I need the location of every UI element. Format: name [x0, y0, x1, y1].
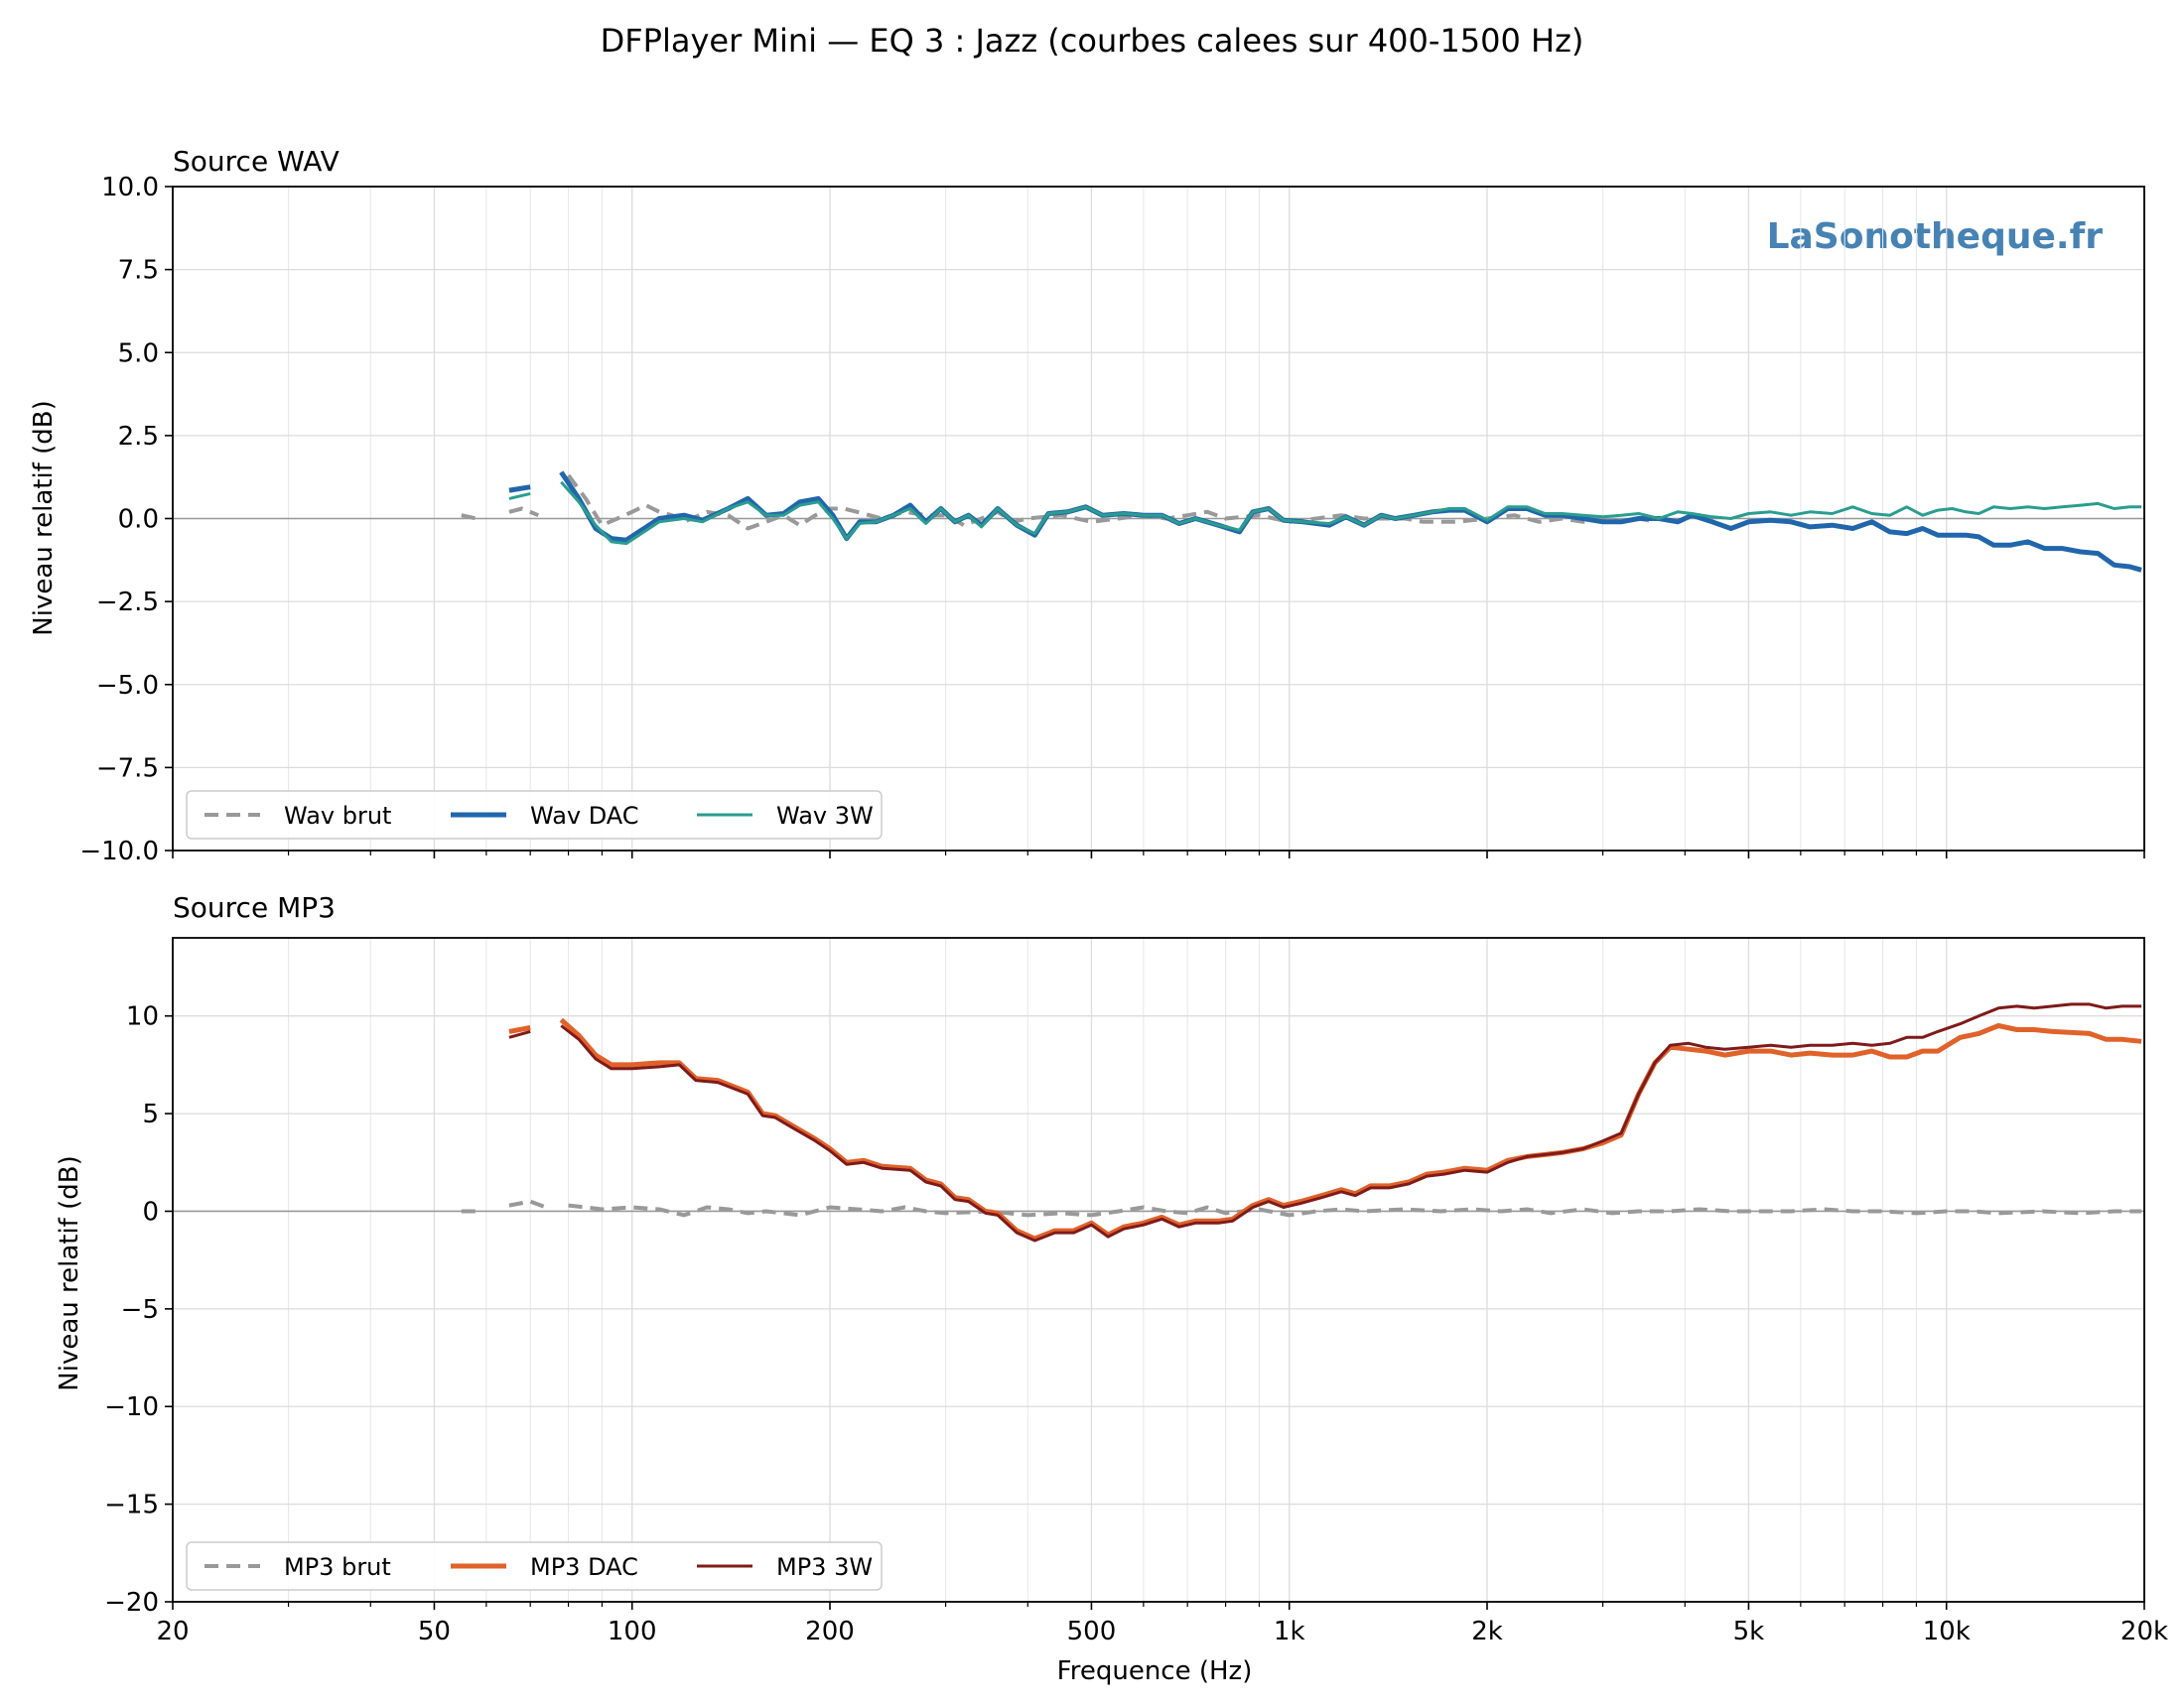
- wav-y-tick-label: 2.5: [118, 422, 159, 452]
- series-line-segment: [508, 1025, 531, 1034]
- series-line-segment: [559, 1017, 2142, 1242]
- wav-y-tick-label: 0.0: [118, 505, 159, 535]
- legend-label: MP3 3W: [776, 1553, 873, 1581]
- wav-panel: Source WAV Niveau relatif (dB) LaSonothe…: [29, 145, 2145, 866]
- mp3-series-layer: [461, 1002, 2142, 1243]
- mp3-y-tick-label: −20: [104, 1588, 159, 1618]
- wav-legend: Wav brut Wav DAC Wav 3W: [186, 790, 883, 840]
- mp3-series-mp3-dac: [508, 1017, 2142, 1242]
- series-line-segment: [508, 506, 540, 518]
- series-line-segment: [560, 480, 2142, 546]
- wav-y-tick-label: 5.0: [118, 338, 159, 368]
- x-tick-label: 5k: [1733, 1617, 1765, 1646]
- wav-y-tick-label: −10.0: [79, 837, 159, 866]
- mp3-y-axis-label: Niveau relatif (dB): [55, 1155, 84, 1390]
- mp3-y-tick-label: 5: [142, 1100, 159, 1129]
- legend-label: MP3 brut: [284, 1553, 391, 1581]
- x-axis-label: Frequence (Hz): [1057, 1656, 1253, 1686]
- mp3-legend: MP3 brut MP3 DAC MP3 3W: [186, 1541, 883, 1591]
- mp3-y-tick-label: −10: [104, 1392, 159, 1422]
- series-line-segment: [461, 513, 478, 521]
- series-line-segment: [568, 1203, 2142, 1218]
- series-line-segment: [559, 470, 2142, 573]
- series-line-segment: [508, 484, 531, 493]
- x-tick-label: 2k: [1471, 1617, 1503, 1646]
- mp3-y-tick-label: −5: [121, 1295, 159, 1325]
- legend-label: Wav brut: [284, 802, 391, 830]
- legend-label: Wav DAC: [530, 802, 639, 830]
- mp3-legend-box: [186, 1541, 883, 1591]
- wav-series-wav-3w: [508, 480, 2142, 546]
- mp3-plot-frame: [172, 937, 2145, 1603]
- wav-y-tick-label: 7.5: [118, 256, 159, 286]
- series-line-segment: [508, 491, 531, 500]
- brand-watermark: LaSonotheque.fr: [1767, 216, 2104, 257]
- figure-title: DFPlayer Mini — EQ 3 : Jazz (courbes cal…: [601, 22, 1584, 60]
- wav-series-wav-dac: [508, 470, 2142, 573]
- mp3-panel: Source MP3 Niveau relatif (dB) Frequence…: [55, 891, 2168, 1686]
- wav-y-axis-label: Niveau relatif (dB): [29, 400, 59, 635]
- wav-y-tick-label: −2.5: [96, 588, 159, 617]
- series-line-segment: [508, 1199, 547, 1210]
- wav-legend-box: [186, 790, 883, 840]
- wav-series-wav-brut: [461, 473, 1656, 531]
- x-tick-label: 200: [805, 1617, 855, 1646]
- legend-label: MP3 DAC: [530, 1553, 638, 1581]
- wav-series-layer: [461, 470, 2142, 573]
- mp3-y-tick-label: 0: [142, 1197, 159, 1227]
- mp3-y-tick-label: −15: [104, 1491, 159, 1520]
- wav-y-tick-label: −7.5: [96, 753, 159, 783]
- series-line-segment: [560, 1002, 2142, 1243]
- legend-label: Wav 3W: [776, 802, 874, 830]
- mp3-series-mp3-3w: [508, 1002, 2142, 1243]
- wav-y-tick-label: −5.0: [96, 671, 159, 701]
- x-tick-label: 1k: [1274, 1617, 1305, 1646]
- mp3-panel-title: Source MP3: [173, 891, 336, 924]
- mp3-series-mp3-brut: [461, 1199, 2142, 1218]
- series-line-segment: [566, 473, 1656, 531]
- x-tick-label: 100: [608, 1617, 657, 1646]
- x-tick-label: 500: [1067, 1617, 1117, 1646]
- x-tick-label: 20: [156, 1617, 189, 1646]
- series-line-segment: [508, 1029, 531, 1039]
- wav-panel-title: Source WAV: [173, 145, 340, 178]
- x-tick-label: 50: [418, 1617, 451, 1646]
- x-tick-label: 20k: [2120, 1617, 2168, 1646]
- mp3-y-tick-label: 10: [126, 1002, 159, 1032]
- wav-y-tick-label: 10.0: [101, 173, 159, 202]
- x-tick-label: 10k: [1923, 1617, 1971, 1646]
